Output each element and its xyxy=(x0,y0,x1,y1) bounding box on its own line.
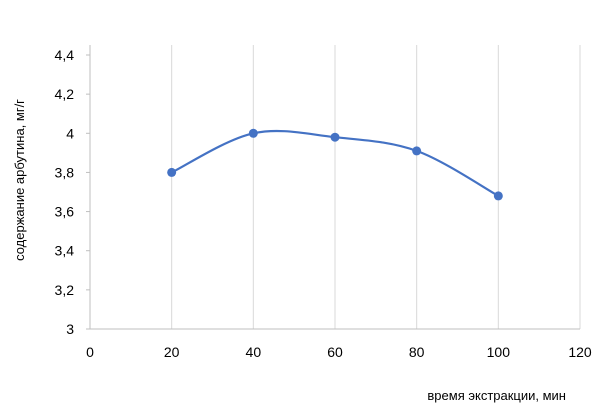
x-tick-label: 120 xyxy=(568,344,592,360)
x-axis-label: время экстракции, мин xyxy=(427,388,566,403)
x-tick-label: 20 xyxy=(164,344,180,360)
data-point-20 xyxy=(167,167,177,177)
x-tick-label: 60 xyxy=(327,344,343,360)
y-tick-label: 4,4 xyxy=(55,47,75,63)
x-tick-label: 100 xyxy=(487,344,511,360)
y-tick-label: 3,8 xyxy=(55,164,75,180)
axes xyxy=(86,45,580,330)
data-point-60 xyxy=(330,132,340,142)
data-point-80 xyxy=(412,146,422,156)
y-tick-label: 3 xyxy=(66,321,74,337)
y-tick-label: 4 xyxy=(66,125,74,141)
x-tick-label: 40 xyxy=(246,344,262,360)
series-group xyxy=(167,128,503,201)
y-tick-label: 4,2 xyxy=(55,86,75,102)
y-tick-label: 3,4 xyxy=(55,243,75,259)
x-tick-label: 80 xyxy=(409,344,425,360)
x-tick-labels: 0 20 40 60 80 100 120 xyxy=(86,344,592,360)
data-point-40 xyxy=(248,128,258,138)
x-tick-label: 0 xyxy=(86,344,94,360)
y-tick-label: 3,6 xyxy=(55,204,75,220)
data-point-100 xyxy=(493,191,503,201)
y-tick-labels: 3 3,2 3,4 3,6 3,8 4 4,2 4,4 xyxy=(55,47,75,337)
y-tick-label: 3,2 xyxy=(55,282,75,298)
y-axis-label: содержание арбутина, мг/г xyxy=(12,99,27,261)
gridlines xyxy=(171,45,581,329)
